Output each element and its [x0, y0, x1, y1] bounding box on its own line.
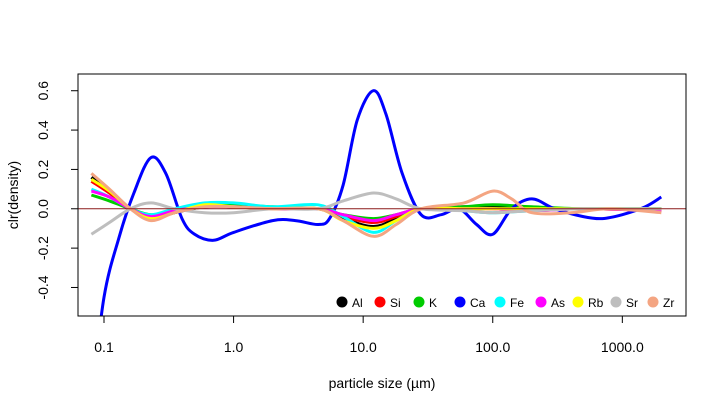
- legend-item-si: Si: [374, 296, 401, 310]
- legend-item-rb: Rb: [572, 296, 604, 310]
- y-tick-label: 0.6: [35, 81, 51, 101]
- x-axis: 0.1 1.0 10.0 100.0 1000.0: [94, 315, 644, 355]
- legend-swatch: [535, 296, 547, 308]
- legend-swatch: [336, 296, 348, 308]
- legend-swatch: [413, 296, 425, 308]
- x-tick-label: 1000.0: [601, 339, 644, 355]
- series-line-zr: [90, 172, 662, 238]
- legend-swatch: [647, 296, 659, 308]
- legend-label: Al: [352, 296, 363, 310]
- x-tick-label: 1.0: [224, 339, 244, 355]
- y-axis: -0.4 -0.2 0.0 0.2 0.4 0.6: [35, 81, 79, 300]
- legend-item-sr: Sr: [610, 296, 638, 310]
- legend-item-ca: Ca: [454, 296, 486, 310]
- x-tick-label: 10.0: [350, 339, 377, 355]
- legend-label: Sr: [626, 296, 638, 310]
- series-line-ca: [99, 89, 663, 316]
- legend: Al Si K Ca Fe As Rb Sr Zr: [336, 296, 674, 310]
- y-tick-label: -0.2: [35, 236, 51, 260]
- y-tick-label: 0.4: [35, 120, 51, 140]
- legend-swatch: [494, 296, 506, 308]
- x-tick-label: 100.0: [475, 339, 510, 355]
- legend-swatch: [374, 296, 386, 308]
- legend-label: Fe: [510, 296, 524, 310]
- legend-label: As: [551, 296, 565, 310]
- legend-swatch: [454, 296, 466, 308]
- series-layer: [90, 89, 663, 316]
- legend-item-al: Al: [336, 296, 363, 310]
- legend-label: Rb: [588, 296, 604, 310]
- y-axis-label: clr(density): [5, 161, 21, 229]
- series-line-sr: [90, 191, 662, 236]
- x-axis-label: particle size (µm): [329, 375, 436, 391]
- legend-label: K: [429, 296, 437, 310]
- legend-swatch: [610, 296, 622, 308]
- legend-swatch: [572, 296, 584, 308]
- legend-label: Si: [390, 296, 401, 310]
- y-tick-label: 0.0: [35, 199, 51, 219]
- legend-label: Zr: [663, 296, 674, 310]
- y-tick-label: 0.2: [35, 159, 51, 179]
- legend-item-k: K: [413, 296, 437, 310]
- x-tick-label: 0.1: [94, 339, 114, 355]
- legend-item-as: As: [535, 296, 565, 310]
- legend-item-fe: Fe: [494, 296, 524, 310]
- legend-label: Ca: [470, 296, 486, 310]
- legend-item-zr: Zr: [647, 296, 674, 310]
- y-tick-label: -0.4: [35, 275, 51, 299]
